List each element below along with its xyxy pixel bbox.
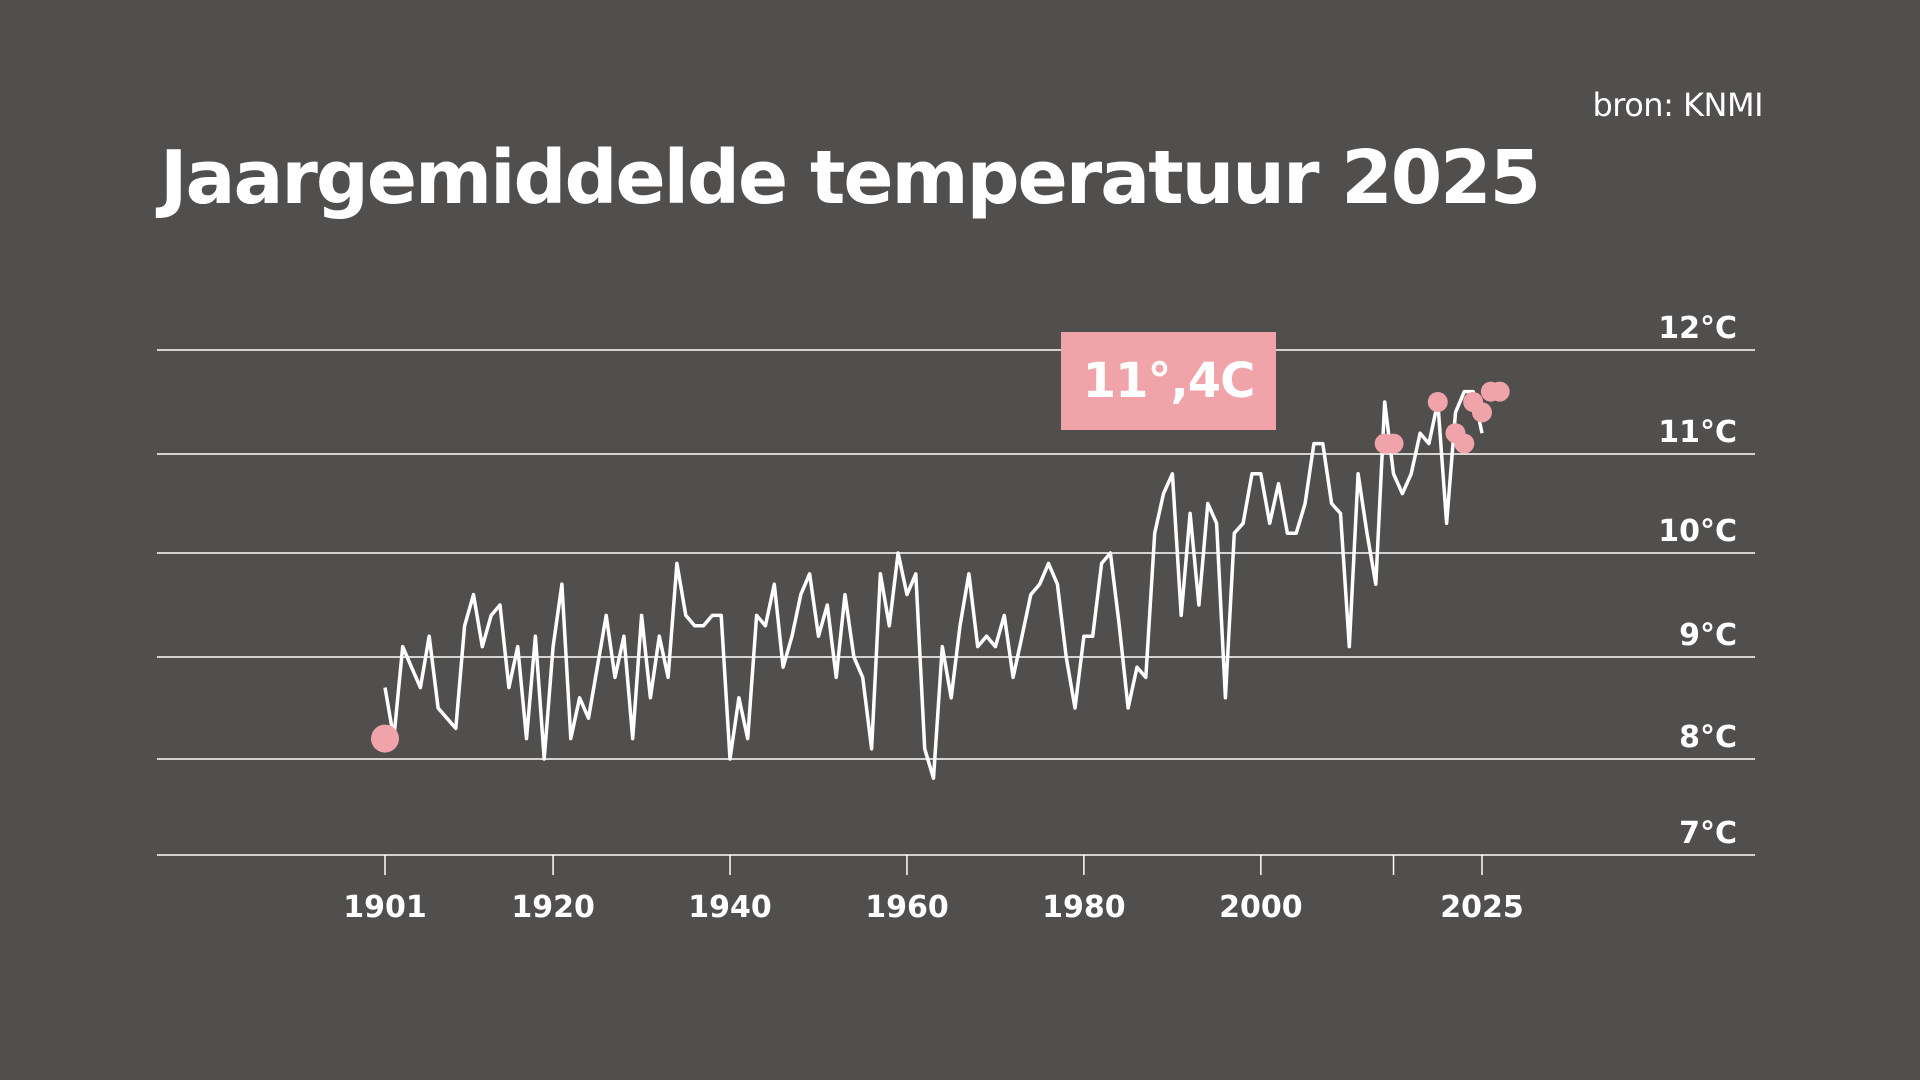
annotation-label: 11°,4C <box>1082 353 1256 409</box>
y-tick-label-12: 12°C <box>1658 311 1737 346</box>
series-layer <box>383 389 1484 780</box>
temperature-line <box>383 389 1484 780</box>
y-tick-label-10: 10°C <box>1658 514 1737 549</box>
x-tick-label-1920: 1920 <box>511 890 595 925</box>
source-note: bron: KNMI <box>1592 86 1763 124</box>
highlight-point-7 <box>1472 402 1492 423</box>
x-tick-label-2025: 2025 <box>1440 890 1524 925</box>
x-tick-label-1980: 1980 <box>1042 890 1126 925</box>
y-axis-labels: 7°C 8°C 9°C 10°C 11°C 12°C <box>1658 311 1737 851</box>
y-tick-label-8: 8°C <box>1679 720 1737 755</box>
y-tick-label-9: 9°C <box>1679 618 1737 653</box>
y-tick-label-7: 7°C <box>1679 816 1737 851</box>
x-tick-label-1960: 1960 <box>865 890 949 925</box>
chart-title: Jaargemiddelde temperatuur 2025 <box>160 135 1541 221</box>
highlight-point-2 <box>1383 433 1404 454</box>
annotation-box: 11°,4C <box>1061 332 1276 430</box>
highlight-point-5 <box>1454 433 1475 454</box>
gridlines <box>157 349 1755 856</box>
highlight-point-9 <box>1489 381 1510 402</box>
highlight-point-0 <box>371 724 399 753</box>
x-tick-label-1901: 1901 <box>343 890 427 925</box>
x-tick-label-2000: 2000 <box>1219 890 1303 925</box>
highlight-point-3 <box>1427 392 1448 412</box>
y-tick-label-11: 11°C <box>1658 415 1737 450</box>
highlight-points <box>371 381 1510 753</box>
x-tick-label-1940: 1940 <box>688 890 772 925</box>
x-axis: 1901 1920 1940 1960 1980 2000 2025 <box>343 855 1524 925</box>
